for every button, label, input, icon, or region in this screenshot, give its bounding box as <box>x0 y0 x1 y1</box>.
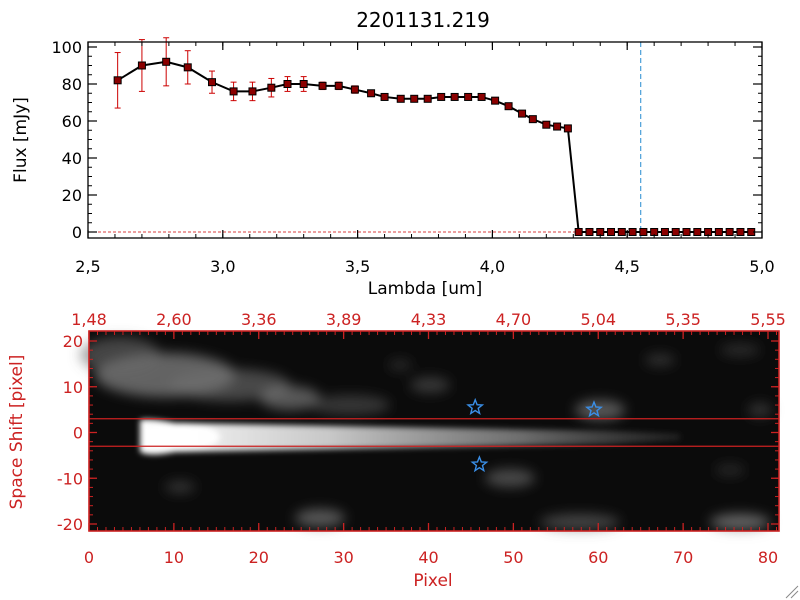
flux-point <box>450 92 459 101</box>
flux-point <box>542 120 551 129</box>
flux-point <box>491 96 500 105</box>
flux-point <box>299 80 308 88</box>
flux-point <box>660 228 669 236</box>
flux-point <box>183 63 192 72</box>
top-x-axis-label: Lambda [um] <box>368 279 482 299</box>
flux-point <box>563 124 572 133</box>
flux-point <box>553 122 562 131</box>
flux-point <box>318 81 327 90</box>
flux-point <box>334 81 343 90</box>
bottom-y-axis-label: Space Shift [pixel] <box>7 355 27 510</box>
flux-point <box>283 80 292 88</box>
top-plot-frame <box>87 41 763 239</box>
bottom-y-tick-label: -20 <box>57 515 83 534</box>
top-x-tick-label: 5,35 <box>665 310 701 329</box>
x-tick-label: 4,0 <box>480 257 505 276</box>
bottom-y-tick-label: 0 <box>73 424 83 443</box>
x-tick-label: 3,5 <box>345 257 370 276</box>
flux-point <box>607 228 616 236</box>
top-x-tick-label: 2,60 <box>156 310 192 329</box>
flux-point <box>423 94 432 103</box>
bottom-x-tick-label: 30 <box>333 548 353 567</box>
bottom-x-tick-label: 0 <box>84 548 94 567</box>
top-x-tick-label: 4,70 <box>496 310 532 329</box>
flux-point <box>693 228 702 236</box>
star-marker-icon <box>470 455 489 473</box>
flux-point <box>671 228 680 236</box>
bottom-x-tick-label: 80 <box>758 548 778 567</box>
flux-point <box>229 87 238 96</box>
flux-point <box>725 228 734 236</box>
x-tick-label: 2,5 <box>75 257 100 276</box>
flux-point <box>518 109 527 118</box>
bottom-x-tick-label: 40 <box>418 548 438 567</box>
flux-point <box>380 92 389 101</box>
top-axes-layer: 2,5 3,0 3,5 4,0 4,5 5,0 0 20 40 60 80 100 <box>51 38 774 276</box>
flux-point <box>208 78 217 87</box>
top-cutoff-layer <box>88 42 762 238</box>
bottom-panel: 0 10 20 30 40 50 60 70 80 1,48 2,60 3,36 3,89 4,33 4,7… <box>57 310 786 567</box>
flux-point <box>410 94 419 103</box>
flux-point <box>528 115 537 124</box>
flux-point <box>617 228 626 236</box>
flux-point <box>367 89 376 98</box>
spectral-image <box>80 331 779 531</box>
flux-point <box>113 76 122 85</box>
star-marker-icon <box>466 397 485 416</box>
flux-point <box>248 87 257 96</box>
bottom-x-tick-label: 10 <box>164 548 184 567</box>
flux-point <box>350 85 359 94</box>
resize-grip-icon[interactable] <box>785 585 799 599</box>
bottom-x-tick-label: 20 <box>249 548 269 567</box>
top-y-axis-label: Flux [mJy] <box>11 97 31 183</box>
top-x-tick-label: 3,89 <box>326 310 362 329</box>
flux-point <box>504 102 513 111</box>
flux-point <box>714 228 723 236</box>
bottom-x-tick-label: 70 <box>673 548 693 567</box>
flux-point <box>464 92 473 101</box>
flux-point <box>477 92 486 101</box>
top-x-tick-label: 1,48 <box>71 310 107 329</box>
bottom-plot-frame <box>88 330 780 532</box>
x-tick-label: 3,0 <box>210 257 235 276</box>
x-tick-label: 5,0 <box>749 257 774 276</box>
flux-line <box>117 60 752 233</box>
bottom-y-tick-label: -10 <box>57 469 83 488</box>
flux-point <box>682 228 691 236</box>
x-tick-label: 4,5 <box>614 257 639 276</box>
bottom-axes-layer: 0 10 20 30 40 50 60 70 80 1,48 2,60 3,36 3,89 4,33 4,7… <box>57 310 786 567</box>
top-series-layer <box>113 37 756 236</box>
y-tick-label: 0 <box>72 223 82 242</box>
top-x-tick-label: 3,36 <box>241 310 277 329</box>
image-blobs <box>80 337 772 530</box>
flux-point <box>736 228 745 236</box>
flux-point <box>137 61 146 70</box>
flux-point <box>628 228 637 236</box>
y-tick-label: 40 <box>62 149 82 168</box>
flux-point <box>162 57 171 66</box>
flux-point <box>574 228 583 236</box>
top-panel: 2,5 3,0 3,5 4,0 4,5 5,0 0 20 40 60 80 100 <box>51 37 775 276</box>
bottom-x-tick-label: 60 <box>588 548 608 567</box>
flux-point <box>437 92 446 101</box>
y-tick-label: 80 <box>62 75 82 94</box>
top-x-tick-label: 4,33 <box>411 310 447 329</box>
flux-point <box>585 228 594 236</box>
flux-point <box>639 228 648 236</box>
bottom-x-axis-label: Pixel <box>413 571 452 591</box>
y-tick-label: 60 <box>62 112 82 131</box>
y-tick-label: 100 <box>51 38 82 57</box>
star-marker-icon <box>585 400 603 418</box>
flux-point <box>396 94 405 103</box>
chart-title: 2201131.219 <box>356 8 490 32</box>
top-x-tick-label: 5,55 <box>750 310 786 329</box>
bottom-overlay-layer <box>89 397 779 473</box>
bottom-x-tick-label: 50 <box>503 548 523 567</box>
y-tick-label: 20 <box>62 186 82 205</box>
flux-point <box>267 83 276 92</box>
bottom-y-tick-label: 10 <box>63 378 83 397</box>
top-x-tick-label: 5,04 <box>580 310 616 329</box>
bottom-y-tick-label: 20 <box>63 332 83 351</box>
